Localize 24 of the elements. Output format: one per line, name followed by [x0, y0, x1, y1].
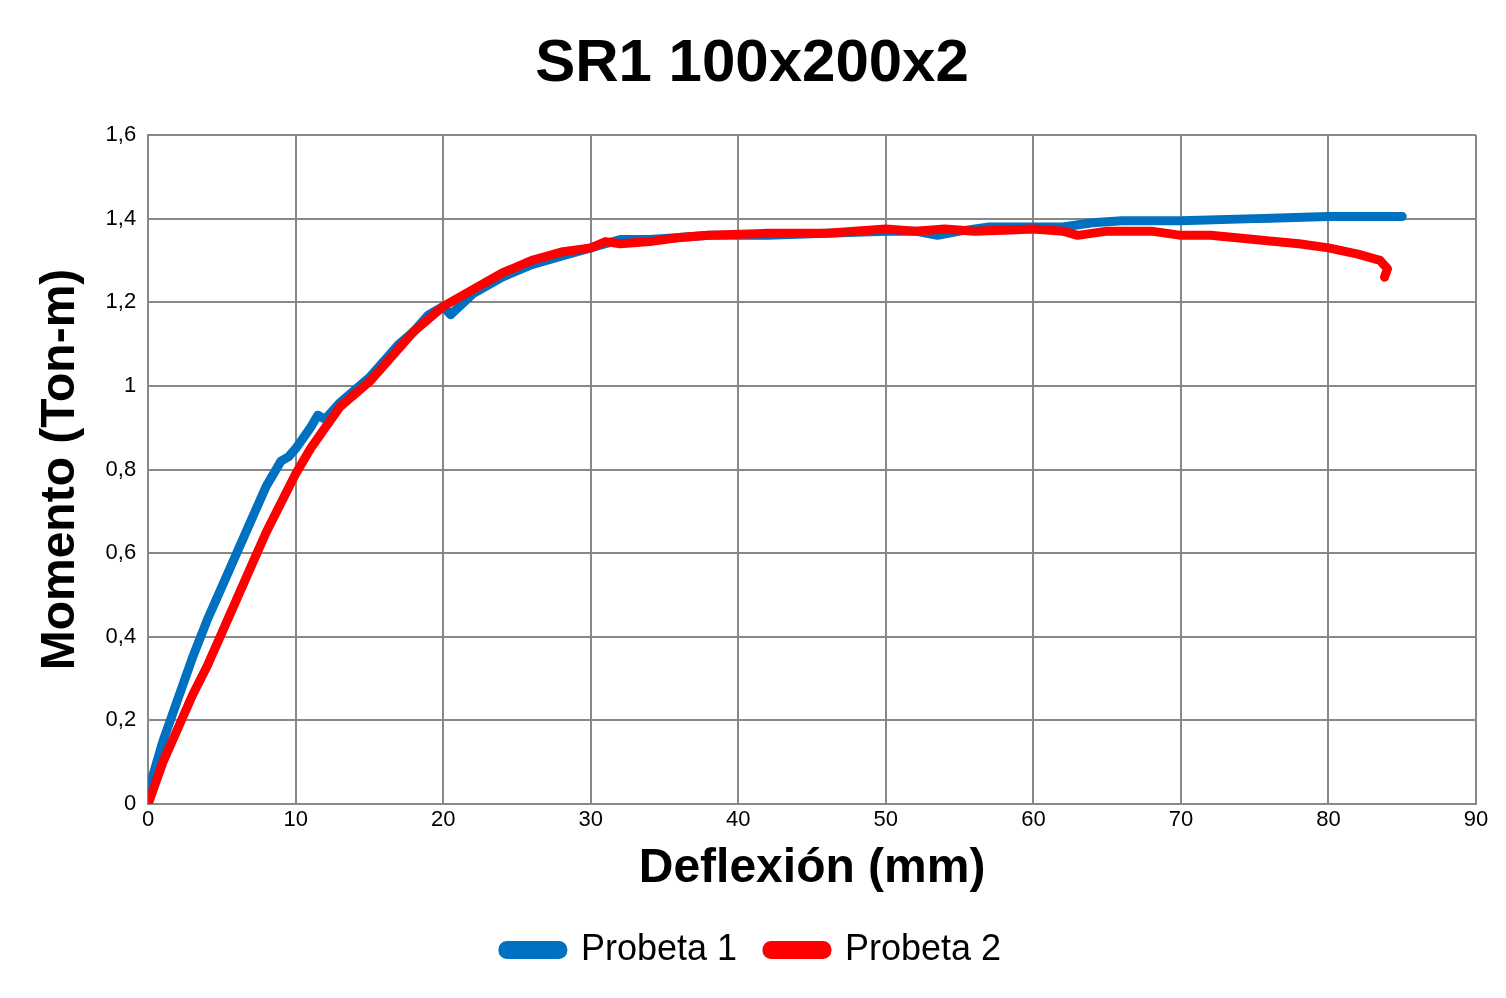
- y-tick-label: 0,2: [105, 706, 137, 732]
- y-tick-label: 0: [123, 790, 137, 816]
- x-tick-label: 80: [1316, 806, 1341, 832]
- x-tick-label: 20: [431, 806, 456, 832]
- y-tick-label: 0,6: [105, 539, 137, 565]
- x-tick-label: 40: [726, 806, 751, 832]
- y-tick-label: 0,8: [105, 455, 137, 481]
- x-tick-label: 30: [578, 806, 604, 832]
- x-tick-label: 0: [142, 806, 155, 832]
- x-tick-label: 10: [283, 806, 308, 832]
- y-tick-label: 1,6: [105, 121, 137, 147]
- x-tick-label: 50: [873, 806, 899, 832]
- legend-label: Probeta 1: [580, 926, 738, 968]
- y-tick-label: 1,4: [105, 204, 137, 230]
- chart-title: SR1 100x200x2: [535, 26, 969, 94]
- y-axis-title: Momento (Ton-m): [31, 268, 85, 671]
- x-tick-label: 70: [1168, 806, 1194, 832]
- x-tick-label: 90: [1463, 806, 1489, 832]
- x-axis-title: Deflexión (mm): [638, 839, 986, 893]
- y-tick-label: 1: [123, 371, 137, 397]
- y-tick-label: 0,4: [105, 622, 137, 648]
- y-tick-label: 1,2: [105, 288, 137, 314]
- x-tick-label: 60: [1021, 806, 1046, 832]
- legend-label: Probeta 2: [845, 926, 1002, 968]
